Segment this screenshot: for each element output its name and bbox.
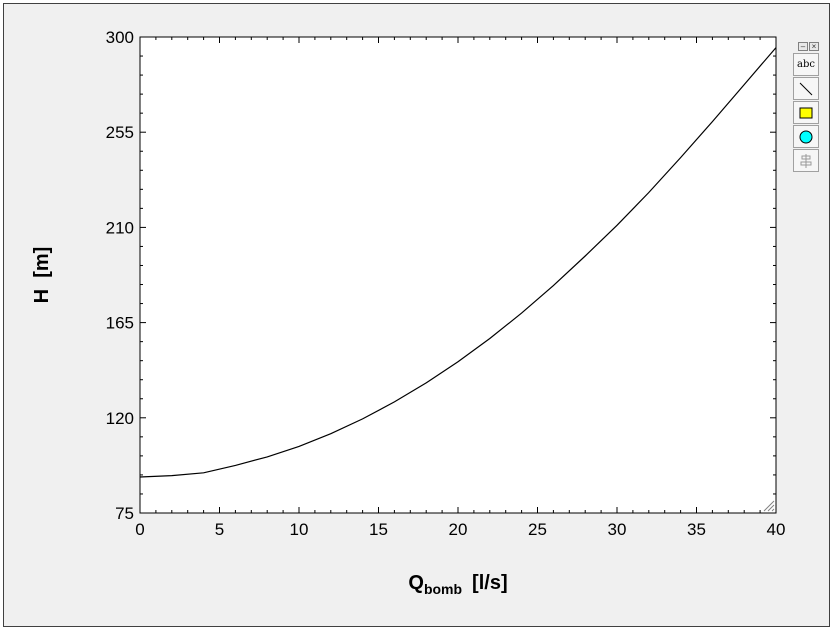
series-layer [139,47,777,478]
x-tick-label: 30 [608,520,627,539]
x-axis: 0 5 10 15 20 25 30 35 40 [135,37,785,539]
resize-grip-icon[interactable] [763,500,775,512]
y-tick-label: 165 [106,314,134,333]
x-tick-label: 25 [528,520,547,539]
x-tick-label: 15 [369,520,388,539]
close-icon[interactable]: × [809,42,819,51]
x-tick-label: 5 [215,520,224,539]
drawing-toolbar: – × abc [791,41,821,173]
align-tool-button[interactable] [793,149,819,172]
x-label-main: Q [408,572,424,594]
grip-line [771,508,775,512]
x-label-unit: [l/s] [472,572,508,594]
text-tool-label: abc [797,59,815,70]
plot-area [139,36,777,514]
line-tool-icon [799,82,813,95]
rectangle-tool-button[interactable] [793,101,819,124]
x-tick-label: 35 [687,520,706,539]
line-chart: 75 120 165 210 255 300 0 5 10 15 20 25 30 35 40 H [m]… [31,28,785,597]
plot-window: 75 120 165 210 255 300 0 5 10 15 20 25 30 35 40 H [m]… [3,3,830,627]
y-tick-label: 120 [106,409,134,428]
plot-frame [139,36,777,514]
x-label-sub: bomb [424,581,462,597]
grip-line [767,504,775,512]
x-tick-label: 40 [767,520,786,539]
x-tick-label: 0 [135,520,144,539]
ellipse-tool-icon [799,130,813,143]
x-tick-label: 10 [290,520,309,539]
x-tick-label: 20 [449,520,468,539]
y-axis-label: H [m] [31,247,53,304]
grip-line [763,500,775,512]
ellipse-tool-button[interactable] [793,125,819,148]
y-tick-label: 300 [106,28,134,47]
y-tick-label: 255 [106,123,134,142]
rectangle-tool-icon [799,107,813,118]
minimize-icon[interactable]: – [798,42,808,51]
text-tool-button[interactable]: abc [793,53,819,76]
y-tick-label: 75 [115,504,134,523]
line-tool-button[interactable] [793,77,819,100]
y-axis: 75 120 165 210 255 300 [106,28,776,523]
x-axis-label: Qbomb [l/s] [408,572,507,597]
y-tick-label: 210 [106,218,134,237]
series-line [139,47,777,478]
align-tool-icon [800,153,812,168]
